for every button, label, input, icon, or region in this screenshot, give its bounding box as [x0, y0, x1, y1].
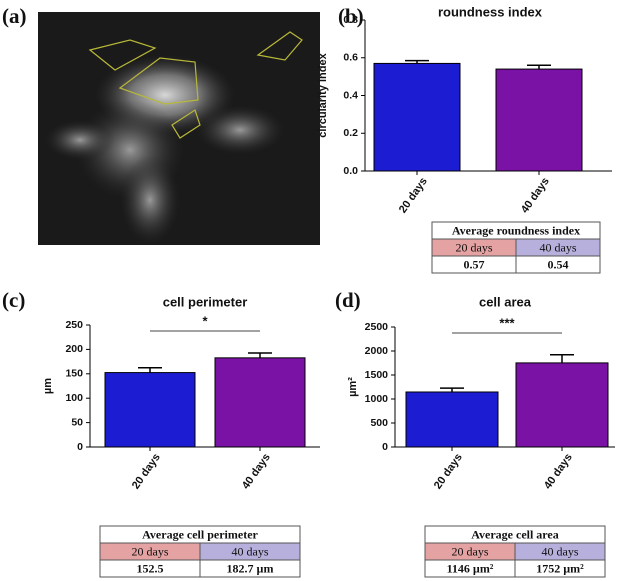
y-tick-label: 2000: [365, 345, 389, 357]
table-value: 152.5: [137, 561, 164, 575]
table-cell: [514, 559, 606, 578]
x-tick-label: 20 days: [397, 176, 430, 216]
y-tick-label: 0: [77, 441, 83, 453]
significance-label: *: [202, 313, 208, 328]
table-header: 20 days: [132, 544, 169, 558]
y-axis-label: µm: [42, 378, 54, 394]
y-tick-label: 1000: [365, 393, 389, 405]
chart-title: roundness index: [438, 4, 543, 19]
panel-label: (b): [338, 4, 364, 28]
y-tick-label: 50: [71, 416, 83, 428]
bar: [495, 68, 583, 172]
table-header: 40 days: [542, 544, 579, 558]
chart-title: cell area: [479, 294, 532, 309]
micrograph: [38, 12, 320, 245]
table-value: 1146 µm²: [447, 561, 494, 575]
x-tick-label: 20 days: [130, 452, 163, 492]
table-value: 1752 µm²: [536, 561, 584, 575]
bar: [214, 357, 306, 448]
y-tick-label: 200: [65, 343, 83, 355]
table-cell: [515, 255, 601, 274]
panel-label: (d): [335, 288, 361, 312]
panel-label: (c): [2, 288, 25, 312]
y-tick-label: 250: [65, 319, 83, 331]
x-tick-label: 40 days: [542, 452, 575, 492]
y-tick-label: 0.6: [343, 52, 358, 64]
table-value: 182.7 µm: [227, 561, 274, 575]
table-value: 0.54: [548, 257, 569, 271]
y-tick-label: 0: [382, 441, 388, 453]
y-tick-label: 100: [65, 392, 83, 404]
table-header: 40 days: [232, 544, 269, 558]
table-header: 40 days: [540, 240, 577, 254]
table-value: 0.57: [464, 257, 485, 271]
table-title: Average cell perimeter: [142, 527, 258, 541]
chart-title: cell perimeter: [163, 294, 248, 309]
significance-label: ***: [499, 315, 515, 330]
table-cell: [199, 559, 301, 578]
panel-label: (a): [2, 4, 27, 28]
table-title: Average roundness index: [452, 223, 580, 237]
y-tick-label: 0.4: [343, 89, 358, 101]
y-tick-label: 2500: [365, 321, 389, 333]
x-tick-label: 40 days: [519, 176, 552, 216]
y-axis-label: µm²: [347, 377, 359, 397]
y-tick-label: 0.0: [343, 165, 358, 177]
y-tick-label: 0.8: [343, 14, 358, 26]
y-tick-label: 1500: [365, 369, 389, 381]
table-header: 20 days: [456, 240, 493, 254]
x-tick-label: 40 days: [240, 452, 273, 492]
y-tick-label: 500: [370, 417, 388, 429]
x-tick-label: 20 days: [432, 452, 465, 492]
bar: [104, 372, 196, 448]
y-tick-label: 0.2: [343, 127, 358, 139]
y-tick-label: 150: [65, 368, 83, 380]
y-axis-label: circularity index: [317, 52, 329, 137]
table-header: 20 days: [452, 544, 489, 558]
table-title: Average cell area: [471, 527, 559, 541]
bar: [373, 62, 461, 172]
bar: [515, 362, 609, 448]
bar: [405, 391, 499, 448]
